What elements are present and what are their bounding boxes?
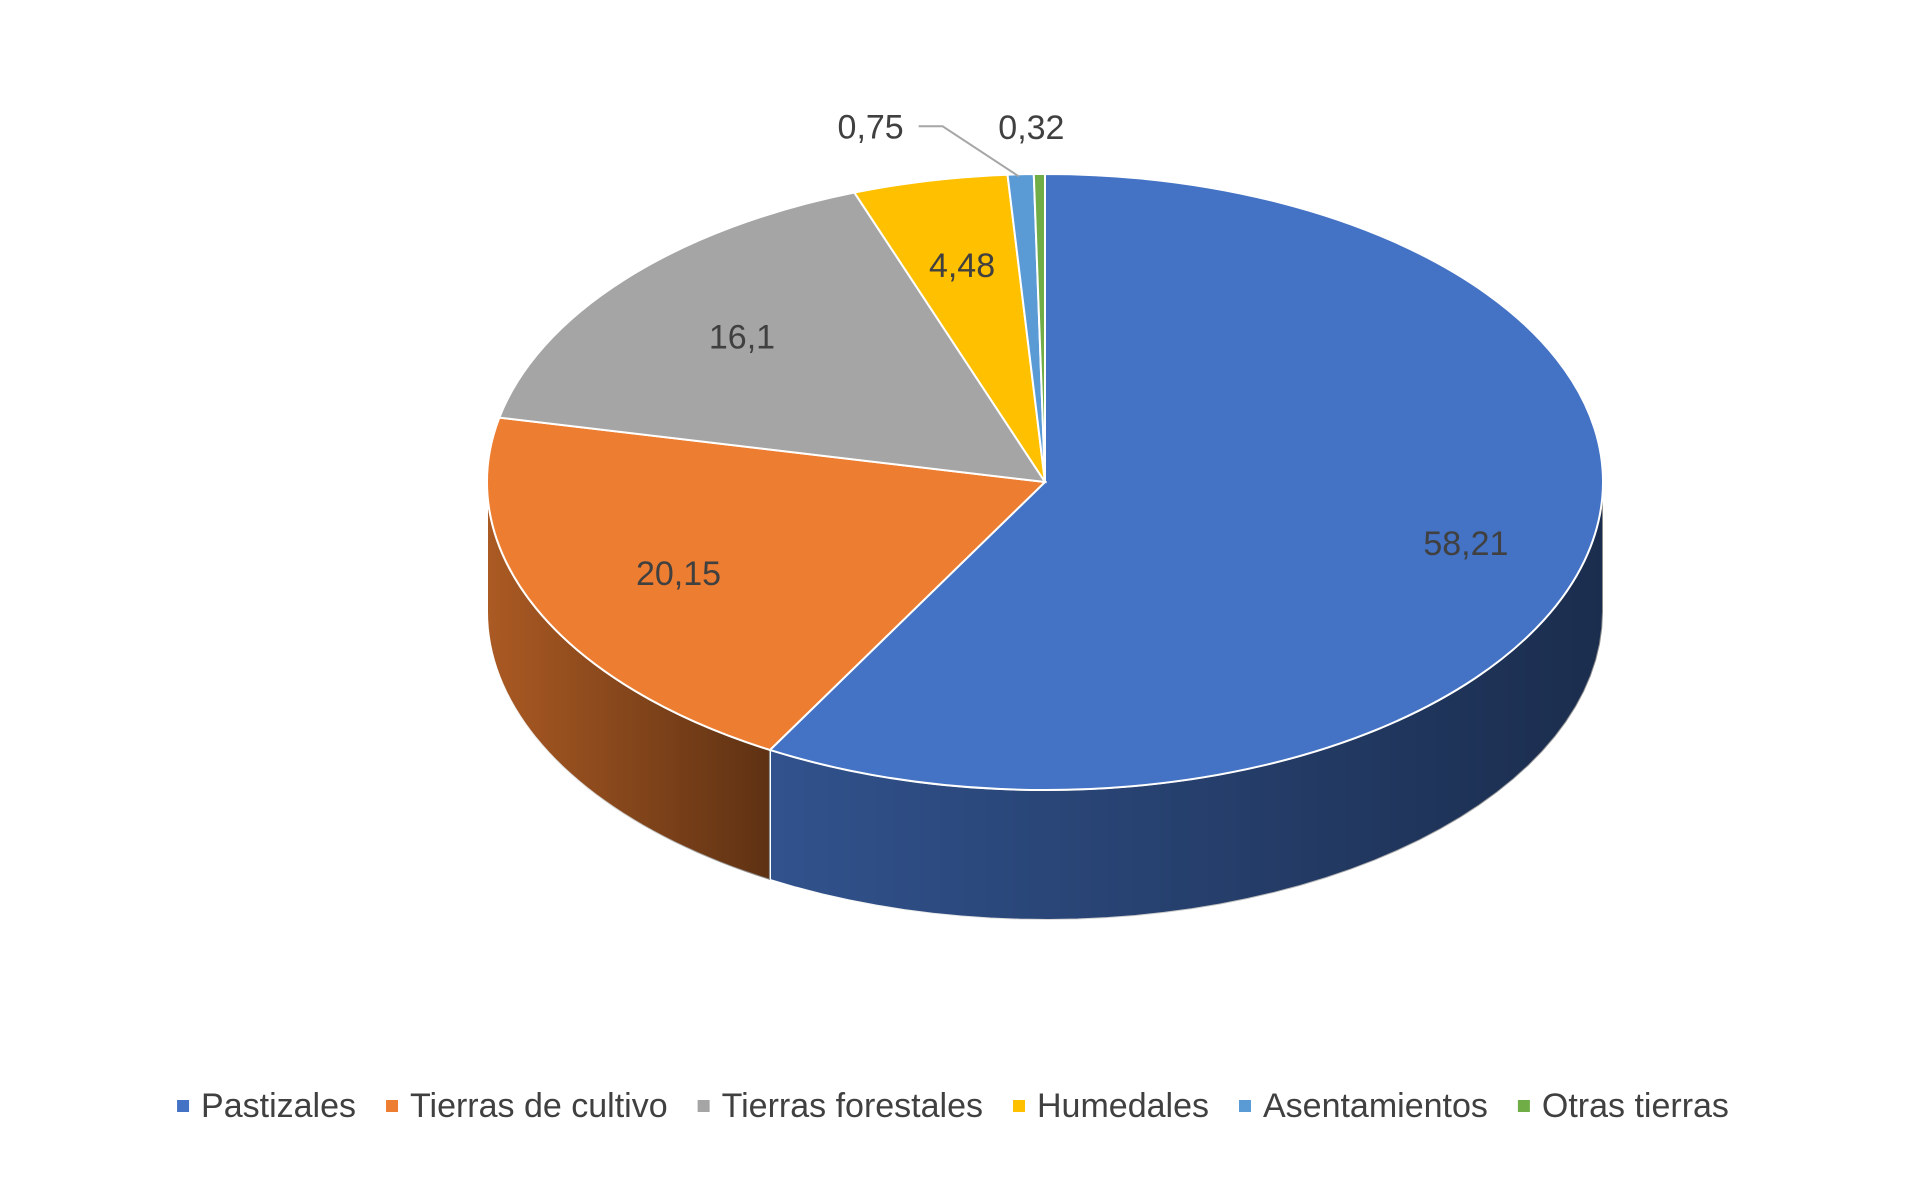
legend-label-asentamientos: Asentamientos: [1263, 1087, 1488, 1125]
legend-item-otras-tierras[interactable]: Otras tierras: [1517, 1087, 1729, 1125]
legend-item-tierras-forestales[interactable]: Tierras forestales: [697, 1087, 983, 1125]
legend-swatch-otras-tierras: [1517, 1100, 1530, 1112]
legend-label-tierras-forestales: Tierras forestales: [722, 1087, 983, 1125]
legend-swatch-asentamientos: [1238, 1100, 1251, 1112]
legend-item-asentamientos[interactable]: Asentamientos: [1238, 1087, 1488, 1125]
legend-label-tierras-de-cultivo: Tierras de cultivo: [410, 1087, 668, 1125]
pie-slice-tierras-de-cultivo[interactable]: [486, 416, 1048, 752]
pie-slice-otras-tierras[interactable]: [1032, 172, 1046, 483]
legend-swatch-tierras-forestales: [697, 1100, 710, 1112]
legend-label-humedales: Humedales: [1037, 1087, 1209, 1125]
leader-line-asentamientos: [918, 125, 1020, 178]
legend-swatch-pastizales: [177, 1100, 190, 1112]
legend-item-humedales[interactable]: Humedales: [1013, 1087, 1209, 1125]
legend-label-otras-tierras: Otras tierras: [1542, 1087, 1729, 1125]
legend-swatch-humedales: [1013, 1100, 1026, 1112]
legend-label-pastizales: Pastizales: [201, 1087, 356, 1125]
data-label-humedales: 4,48: [929, 247, 995, 285]
pie-slice-tierras-forestales[interactable]: [497, 191, 1048, 484]
legend-item-tierras-de-cultivo[interactable]: Tierras de cultivo: [386, 1087, 668, 1125]
data-label-pastizales: 58,21: [1423, 525, 1508, 563]
pie-slice-pastizales[interactable]: [768, 172, 1604, 791]
data-label-tierras-forestales: 16,1: [709, 318, 775, 356]
legend: Pastizales Tierras de cultivo Tierras fore…: [177, 1087, 1729, 1125]
legend-swatch-tierras-de-cultivo: [386, 1100, 399, 1112]
data-label-tierras-de-cultivo: 20,15: [636, 555, 721, 593]
legend-item-pastizales[interactable]: Pastizales: [177, 1087, 356, 1125]
data-label-otras-tierras: 0,32: [998, 109, 1064, 147]
data-label-asentamientos: 0,75: [838, 108, 904, 146]
